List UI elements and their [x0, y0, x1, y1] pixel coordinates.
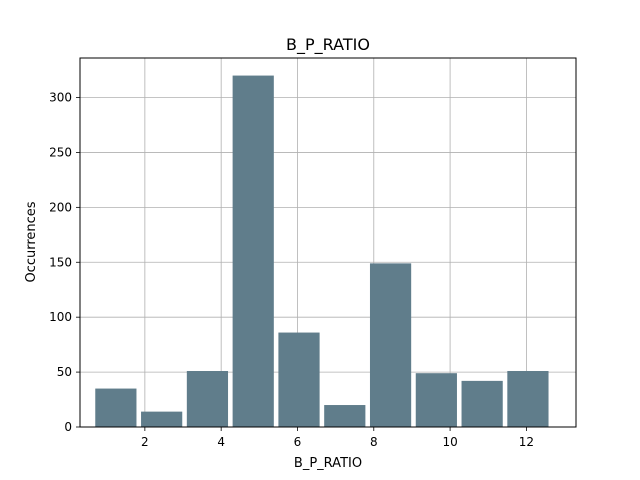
bar — [415, 373, 457, 427]
x-axis-ticks: 2 4 6 8 10 12 — [141, 427, 534, 449]
y-tick-label: 250 — [49, 145, 72, 159]
x-tick-label: 6 — [294, 435, 302, 449]
y-tick-label: 150 — [49, 255, 72, 269]
bar — [278, 332, 320, 427]
x-tick-label: 10 — [442, 435, 457, 449]
bar — [461, 380, 503, 427]
y-tick-label: 50 — [57, 365, 72, 379]
x-tick-label: 2 — [141, 435, 149, 449]
grid-lines — [80, 58, 576, 428]
bar — [232, 75, 274, 428]
x-tick-label: 8 — [370, 435, 378, 449]
bar — [507, 370, 549, 427]
y-tick-label: 300 — [49, 91, 72, 105]
y-tick-label: 200 — [49, 200, 72, 214]
x-tick-label: 12 — [519, 435, 534, 449]
bar — [369, 263, 412, 427]
bar — [186, 370, 229, 427]
y-tick-label: 100 — [49, 310, 72, 324]
x-tick-label: 4 — [217, 435, 225, 449]
chart-title: B_P_RATIO — [286, 35, 370, 55]
plot-frame — [79, 57, 577, 428]
bar — [324, 405, 366, 427]
y-axis-ticks: 0 50 100 150 200 250 300 — [49, 91, 80, 434]
y-axis-label: Occurrences — [24, 201, 39, 282]
bars — [95, 75, 549, 428]
bar — [95, 388, 137, 427]
x-axis-label: B_P_RATIO — [294, 456, 362, 471]
bar — [141, 411, 183, 427]
y-tick-label: 0 — [64, 420, 72, 434]
